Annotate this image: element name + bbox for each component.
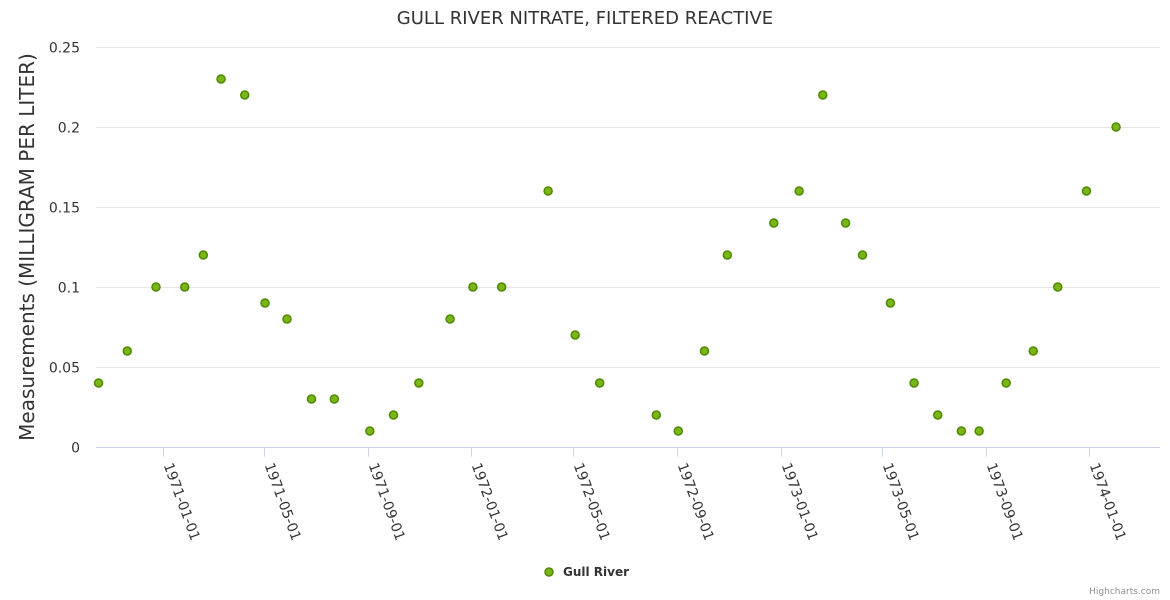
y-axis-title: Measurements (MILLIGRAM PER LITER) [15, 53, 39, 441]
data-point[interactable] [414, 378, 424, 388]
data-point[interactable] [198, 250, 209, 260]
data-point[interactable] [388, 410, 399, 420]
y-tick-label: 0.15 [49, 201, 80, 217]
legend-marker-icon[interactable] [544, 567, 554, 577]
data-point[interactable] [818, 90, 828, 100]
data-point[interactable] [260, 298, 270, 308]
data-point[interactable] [594, 378, 605, 388]
data-point[interactable] [932, 410, 943, 420]
data-point[interactable] [673, 426, 684, 436]
data-point[interactable] [445, 314, 455, 324]
data-point[interactable] [329, 394, 340, 404]
chart-title: GULL RIVER NITRATE, FILTERED REACTIVE [397, 8, 773, 29]
y-gridlines [96, 47, 1160, 368]
credits-link[interactable]: Highcharts.com [1089, 587, 1160, 597]
data-point[interactable] [179, 282, 190, 292]
data-point[interactable] [306, 394, 317, 404]
legend-item-gull-river[interactable]: Gull River [563, 565, 629, 579]
data-point[interactable] [216, 74, 226, 84]
data-point[interactable] [93, 378, 104, 388]
data-point[interactable] [151, 282, 161, 292]
data-point[interactable] [1001, 378, 1011, 388]
data-point[interactable] [651, 410, 662, 420]
data-point[interactable] [468, 282, 478, 292]
data-point[interactable] [496, 282, 507, 292]
data-point[interactable] [956, 426, 967, 436]
data-point[interactable] [840, 218, 851, 228]
legend[interactable]: Gull River [544, 565, 629, 579]
data-point[interactable] [794, 186, 804, 196]
data-point[interactable] [570, 330, 580, 340]
data-point[interactable] [885, 298, 896, 308]
y-tick-label: 0.2 [58, 121, 80, 137]
data-point[interactable] [769, 218, 779, 228]
y-tick-label: 0.05 [49, 361, 80, 377]
data-point[interactable] [1081, 186, 1092, 196]
y-tick-label: 0.1 [58, 281, 80, 297]
data-point[interactable] [909, 378, 919, 388]
data-point[interactable] [857, 250, 868, 260]
series-gull-river-points [93, 74, 1121, 436]
data-point[interactable] [1111, 122, 1121, 132]
y-axis-tick-labels: 0 0.05 0.1 0.15 0.2 0.25 [49, 41, 80, 457]
data-point[interactable] [699, 346, 710, 356]
data-point[interactable] [543, 186, 553, 196]
data-point[interactable] [122, 346, 133, 356]
data-point[interactable] [722, 250, 733, 260]
data-point[interactable] [365, 426, 375, 436]
data-point[interactable] [282, 314, 292, 324]
data-point[interactable] [974, 426, 984, 436]
y-tick-label: 0 [71, 441, 80, 457]
y-tick-label: 0.25 [49, 41, 80, 57]
data-point[interactable] [1028, 346, 1038, 356]
data-point[interactable] [239, 90, 250, 100]
data-point[interactable] [1052, 282, 1063, 292]
